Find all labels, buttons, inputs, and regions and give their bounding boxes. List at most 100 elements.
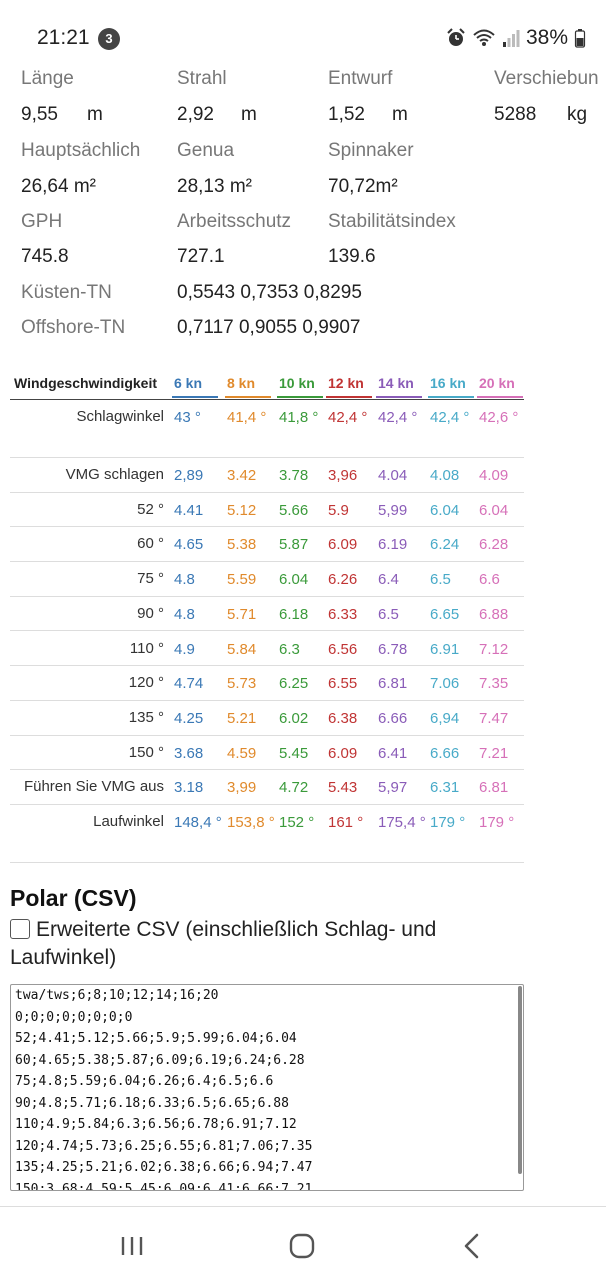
table-cell: 5.84 [227,640,257,658]
table-cell: 6.09 [328,744,358,762]
table-cell: 6.66 [430,744,460,762]
table-cell: 6.09 [328,536,358,554]
table-cell: 6.56 [328,640,358,658]
csv-line: 150;3.68;4.59;5.45;6.09;6.41;6.66;7.21 [15,1181,313,1191]
table-row: 120 ° 4.74 5.73 6.25 6.55 6.81 7.06 7.35 [10,666,524,701]
header-color-underline [376,396,422,398]
row-label: Laufwinkel [93,813,164,830]
table-cell: 4.74 [174,675,204,693]
alarm-icon [447,28,465,46]
header-speed-col: 8 kn [227,375,256,391]
spec-value-coastal: 0,5543 0,7353 0,8295 [177,282,362,303]
table-row: 110 ° 4.9 5.84 6.3 6.56 6.78 6.91 7.12 [10,632,524,667]
row-label: 75 ° [137,570,164,588]
table-cell: 6.24 [430,536,460,554]
header-color-underline [326,396,372,398]
header-color-underline [428,396,474,398]
table-cell: 6.65 [430,605,460,623]
header-speed-col: 14 kn [378,375,414,391]
table-cell: 3,99 [227,779,257,797]
csv-line: 90;4.8;5.71;6.18;6.33;6.5;6.65;6.88 [15,1095,289,1111]
table-cell: 5.73 [227,675,257,693]
row-label: 150 ° [128,743,164,761]
table-cell: 4.41 [174,501,204,519]
table-cell: 4.25 [174,709,204,727]
extended-csv-option[interactable]: Erweiterte CSV (einschließlich Schlag- u… [10,916,510,972]
table-row: Laufwinkel 148,4 ° 153,8 ° 152 ° 161 ° 175,4 … [10,805,524,863]
table-cell: 179 ° [430,814,466,831]
spec-value-main: 26,64 m² [21,176,96,197]
table-cell: 6.25 [279,675,309,693]
polar-csv-textarea[interactable]: twa/tws;6;8;10;12;14;16;20 0;0;0;0;0;0;0;… [10,984,524,1191]
back-icon[interactable] [452,1229,492,1263]
table-cell: 6.78 [378,640,408,658]
table-cell: 43 ° [174,409,201,426]
row-label: 135 ° [128,708,164,726]
table-cell: 6.91 [430,640,460,658]
table-cell: 161 ° [328,814,364,831]
table-cell: 6.66 [378,709,408,727]
wifi-icon [473,29,495,46]
table-cell: 3.42 [227,467,257,484]
table-cell: 6.04 [430,501,460,519]
home-icon[interactable] [282,1229,322,1263]
table-row: Schlagwinkel 43 ° 41,4 ° 41,8 ° 42,4 ° 42,4 °… [10,400,524,458]
row-label: 120 ° [128,674,164,692]
spec-value-genoa: 28,13 m² [177,176,252,197]
table-cell: 5.59 [227,571,257,589]
table-cell: 6.19 [378,536,408,554]
spec-label-draft: Entwurf [328,68,393,89]
extended-csv-checkbox[interactable] [10,919,30,939]
spec-unit-beam: m [241,104,257,125]
table-cell: 5.38 [227,536,257,554]
spec-value-stability: 139.6 [328,246,376,267]
spec-value-safety: 727.1 [177,246,225,267]
specs-row-sails-values: 26,64 m² 28,13 m² 70,72m² [0,176,606,212]
table-cell: 6.18 [279,605,309,623]
table-cell: 6.26 [328,571,358,589]
spec-unit-displacement: kg [567,104,588,125]
table-row: 150 ° 3.68 4.59 5.45 6.09 6.41 6.66 7.21 [10,736,524,771]
table-cell: 6,94 [430,709,460,727]
header-speed-col: 10 kn [279,375,315,391]
table-cell: 4.9 [174,640,195,658]
csv-line: 60;4.65;5.38;5.87;6.09;6.19;6.24;6.28 [15,1052,305,1068]
csv-line: twa/tws;6;8;10;12;14;16;20 [15,988,219,1003]
recents-icon[interactable] [112,1229,152,1263]
table-cell: 6.55 [328,675,358,693]
table-cell: 4.8 [174,605,195,623]
row-label: Führen Sie VMG aus [23,778,164,796]
row-label: 110 ° [129,639,164,657]
spec-value-displacement: 5288 [494,104,537,125]
table-cell: 6.88 [479,605,509,623]
table-cell: 179 ° [479,814,515,831]
table-cell: 3.78 [279,467,309,484]
spec-value-offshore: 0,7117 0,9055 0,9907 [177,317,361,338]
specs-row-dimensions-labels: Länge Strahl Entwurf Verschiebun [0,68,606,104]
row-label: 52 ° [137,500,164,518]
table-cell: 5,99 [378,501,408,519]
table-cell: 5.43 [328,779,358,797]
table-cell: 7.35 [479,675,509,693]
table-cell: 4.08 [430,467,460,484]
spec-label-length: Länge [21,68,74,89]
table-cell: 4.04 [378,467,408,484]
csv-scrollbar[interactable] [518,986,522,1174]
table-cell: 6.04 [279,571,309,589]
spec-label-main: Hauptsächlich [21,140,141,161]
header-wind-speed: Windgeschwindigkeit [14,375,157,391]
navigation-bar [0,1206,606,1280]
status-icons: 38% [446,26,586,50]
table-cell: 153,8 ° [227,814,275,831]
status-bar: 21:21 3 38% [0,0,606,74]
header-color-underline [477,396,523,398]
header-speed-col: 6 kn [174,375,203,391]
specs-row-coastal: Küsten-TN 0,5543 0,7353 0,8295 [0,282,606,318]
header-color-underline [225,396,271,398]
table-row: VMG schlagen 2,89 3.42 3.78 3,96 4.04 4.08 4.09 [10,458,524,493]
header-speed-col: 20 kn [479,375,515,391]
spec-label-safety: Arbeitsschutz [177,211,292,232]
table-header: Windgeschwindigkeit 6 kn 8 kn 10 kn 12 kn 14… [10,366,524,400]
table-cell: 6.81 [378,675,408,693]
table-cell: 6.5 [430,571,451,589]
